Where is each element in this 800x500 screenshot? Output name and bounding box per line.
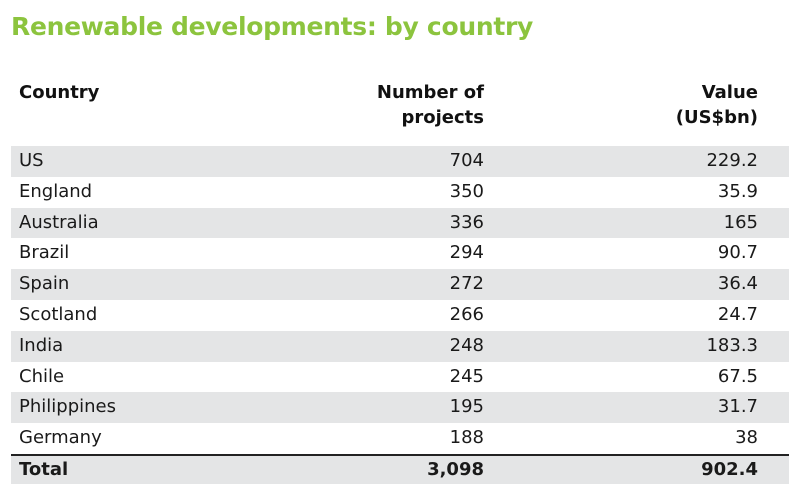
value-cell: 31.7 — [717, 396, 758, 418]
projects-cell: 266 — [449, 303, 484, 325]
country-cell: Philippines — [19, 396, 116, 418]
table-row: Scotland 266 24.7 — [11, 300, 789, 331]
value-cell: 183.3 — [706, 334, 758, 356]
column-header-value: Value (US$bn) — [676, 80, 758, 130]
country-cell: Spain — [19, 273, 70, 295]
country-cell: England — [19, 180, 93, 202]
table-header: Country Number of projects Value (US$bn) — [11, 80, 789, 146]
projects-cell: 245 — [449, 365, 484, 387]
projects-cell: 350 — [449, 180, 484, 202]
value-cell: 90.7 — [717, 242, 758, 264]
column-header-value-line1: Value — [701, 82, 758, 103]
total-projects: 3,098 — [427, 458, 484, 480]
value-cell: 24.7 — [717, 303, 758, 325]
data-table: Country Number of projects Value (US$bn)… — [11, 80, 789, 484]
value-cell: 38 — [735, 427, 758, 449]
projects-cell: 336 — [449, 211, 484, 233]
total-value: 902.4 — [701, 458, 758, 480]
projects-cell: 248 — [449, 334, 484, 356]
country-cell: Brazil — [19, 242, 70, 264]
projects-cell: 188 — [449, 427, 484, 449]
projects-cell: 272 — [449, 273, 484, 295]
value-cell: 36.4 — [717, 273, 758, 295]
country-cell: Australia — [19, 211, 99, 233]
country-cell: US — [19, 150, 44, 171]
country-cell: Scotland — [19, 303, 98, 325]
column-header-projects-line2: projects — [401, 107, 485, 128]
projects-cell: 704 — [449, 150, 484, 171]
table-row: Germany 188 38 — [11, 423, 789, 454]
total-row: Total 3,098 902.4 — [11, 453, 789, 484]
table-row: Philippines 195 31.7 — [11, 392, 789, 424]
table-row: Brazil 294 90.7 — [11, 238, 789, 269]
value-cell: 35.9 — [717, 180, 758, 202]
page-title: Renewable developments: by country — [11, 12, 533, 41]
column-header-projects: Number of projects — [377, 80, 484, 130]
column-header-country-line1: Country — [19, 82, 100, 103]
projects-cell: 195 — [449, 396, 484, 418]
column-header-value-line2: (US$bn) — [675, 107, 758, 128]
value-cell: 165 — [723, 211, 758, 233]
column-header-country: Country — [19, 80, 99, 105]
table-row: Spain 272 36.4 — [11, 269, 789, 300]
value-cell: 229.2 — [706, 150, 758, 171]
table-row: Australia 336 165 — [11, 207, 789, 239]
total-label: Total — [19, 458, 69, 480]
table-row: Chile 245 67.5 — [11, 362, 789, 393]
value-cell: 67.5 — [717, 365, 758, 387]
table-row: US 704 229.2 — [11, 146, 789, 177]
table-row: England 350 35.9 — [11, 177, 789, 208]
projects-cell: 294 — [449, 242, 484, 264]
country-cell: Chile — [19, 365, 65, 387]
table-body: US 704 229.2 England 350 35.9 Australia 336 165 B… — [11, 146, 789, 454]
table-row: India 248 183.3 — [11, 330, 789, 362]
country-cell: Germany — [19, 427, 102, 449]
column-header-projects-line1: Number of — [376, 82, 484, 103]
country-cell: India — [19, 334, 64, 356]
